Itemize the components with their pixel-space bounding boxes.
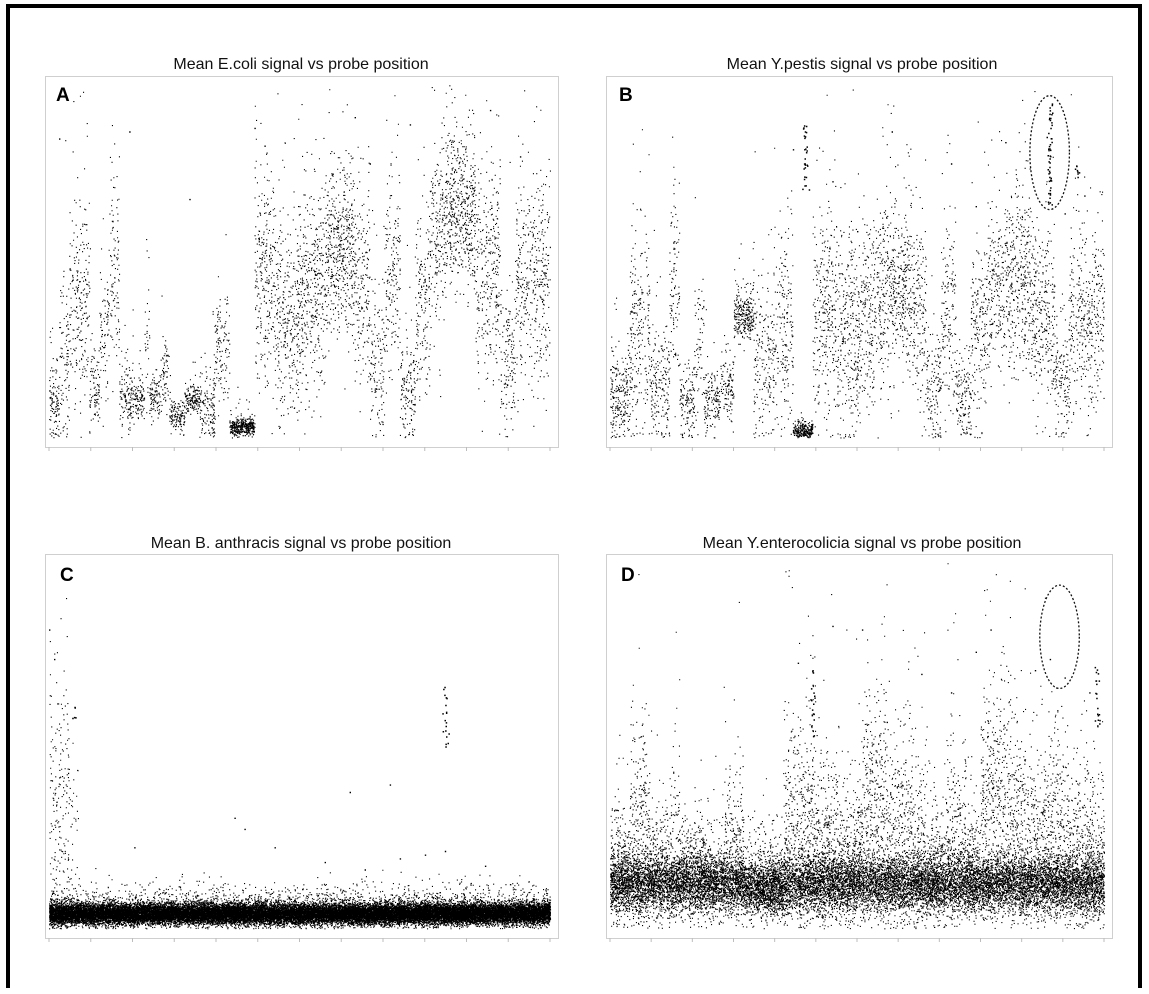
scatter-plot <box>609 563 1106 942</box>
highlight-ellipse <box>1039 584 1080 690</box>
scatter-plot <box>609 89 1106 451</box>
data-points <box>49 598 552 930</box>
panel-label: D <box>621 565 635 586</box>
panel-title: Mean Y.pestis signal vs probe position <box>726 56 998 73</box>
scatter-plot <box>48 598 552 942</box>
data-points <box>49 85 551 439</box>
panel-b: Mean Y.pestis signal vs probe position B <box>597 52 1127 462</box>
data-points <box>610 563 1106 930</box>
panel-label: A <box>56 85 70 106</box>
plot-area: D <box>606 554 1113 942</box>
panel-c: Mean B. anthracis signal vs probe positi… <box>36 531 566 951</box>
panel-d: Mean Y.enterocolicia signal vs probe pos… <box>597 531 1127 951</box>
panel-title: Mean B. anthracis signal vs probe positi… <box>150 535 452 552</box>
panel-title: Mean E.coli signal vs probe position <box>173 56 429 73</box>
plot-area: A <box>45 76 559 451</box>
scatter-plot <box>48 85 551 451</box>
plot-area: C <box>45 554 559 942</box>
panel-a: Mean E.coli signal vs probe position A <box>36 52 566 462</box>
plot-area: B <box>606 76 1113 451</box>
panel-title: Mean Y.enterocolicia signal vs probe pos… <box>702 535 1022 552</box>
highlight-ellipse <box>1029 95 1071 211</box>
panel-label: B <box>619 85 633 106</box>
panel-label: C <box>60 565 74 586</box>
data-points <box>610 89 1106 439</box>
